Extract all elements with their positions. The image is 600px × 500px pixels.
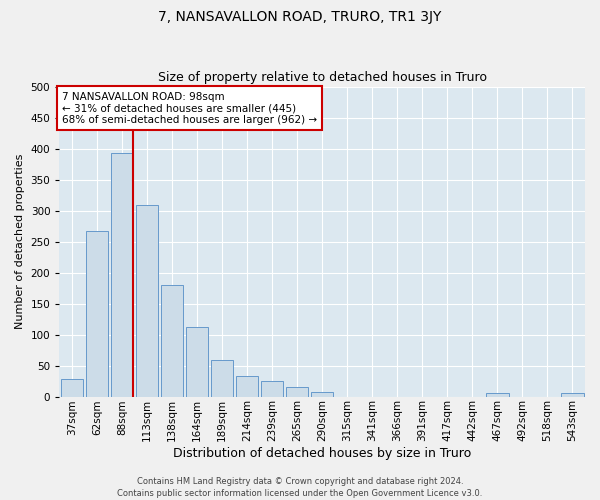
Text: Contains HM Land Registry data © Crown copyright and database right 2024.
Contai: Contains HM Land Registry data © Crown c…	[118, 476, 482, 498]
X-axis label: Distribution of detached houses by size in Truro: Distribution of detached houses by size …	[173, 447, 471, 460]
Bar	[61, 378, 83, 396]
Bar	[286, 388, 308, 396]
Bar	[186, 326, 208, 396]
Bar	[486, 394, 509, 396]
Bar	[136, 206, 158, 396]
Bar	[561, 394, 584, 396]
Title: Size of property relative to detached houses in Truro: Size of property relative to detached ho…	[158, 72, 487, 85]
Bar	[161, 285, 183, 397]
Bar	[261, 381, 283, 396]
Bar	[236, 376, 259, 396]
Bar	[311, 392, 334, 396]
Text: 7, NANSAVALLON ROAD, TRURO, TR1 3JY: 7, NANSAVALLON ROAD, TRURO, TR1 3JY	[158, 10, 442, 24]
Y-axis label: Number of detached properties: Number of detached properties	[15, 154, 25, 330]
Bar	[211, 360, 233, 397]
Text: 7 NANSAVALLON ROAD: 98sqm
← 31% of detached houses are smaller (445)
68% of semi: 7 NANSAVALLON ROAD: 98sqm ← 31% of detac…	[62, 92, 317, 125]
Bar	[110, 154, 133, 396]
Bar	[86, 232, 108, 396]
